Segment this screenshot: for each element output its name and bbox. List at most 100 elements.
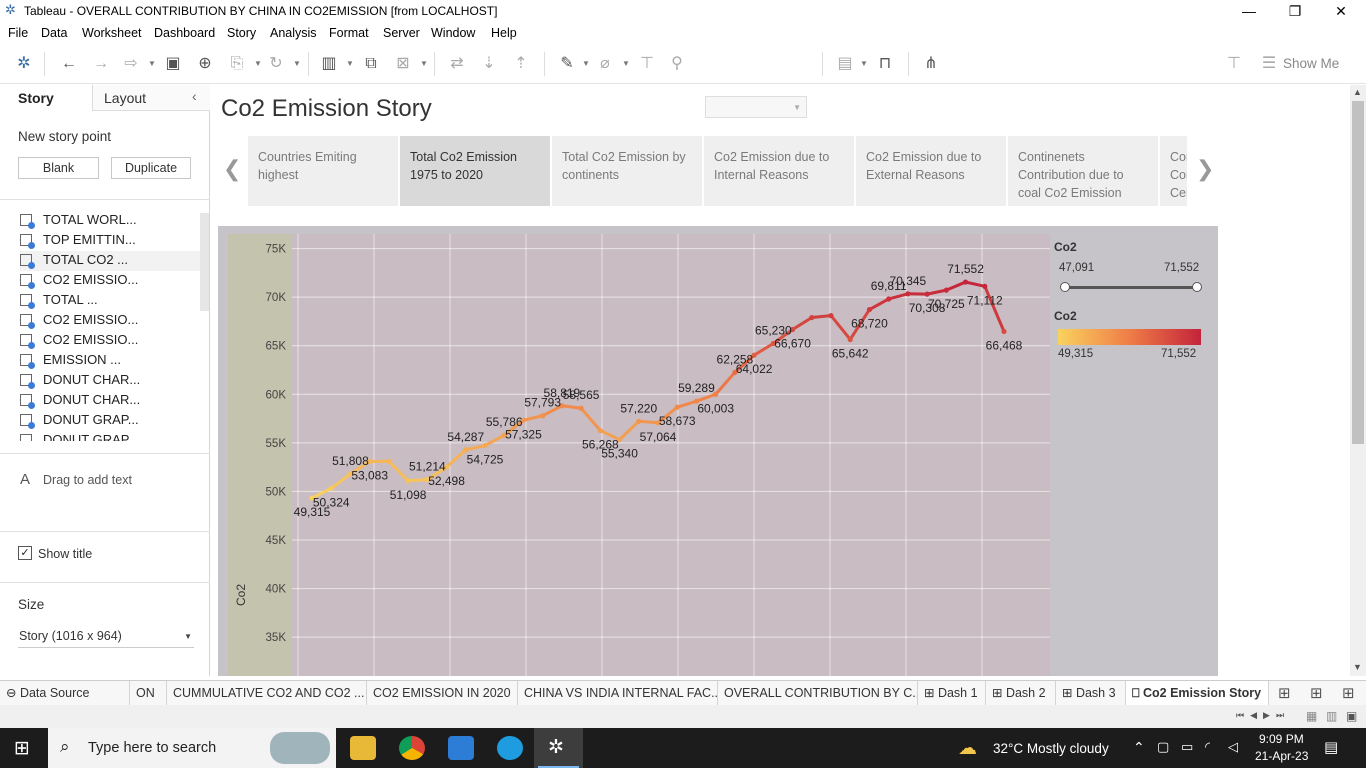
tab-overall-contribution[interactable]: OVERALL CONTRIBUTION BY C...: [718, 681, 918, 706]
taskbar-search-box[interactable]: ⌕ Type here to search: [48, 728, 336, 768]
meet-now-icon[interactable]: ▢: [1157, 739, 1170, 754]
story-point-6[interactable]: Continenets Contribution due to coal Co2…: [1008, 136, 1158, 206]
sheet-list-item[interactable]: DONUT CHAR...: [20, 391, 200, 411]
sort-ascending-icon[interactable]: ⇣: [482, 55, 496, 72]
data-point[interactable]: [367, 458, 373, 465]
data-point[interactable]: [540, 413, 546, 419]
sheet-list-item[interactable]: TOTAL WORL...: [20, 213, 200, 231]
drag-text-label[interactable]: Drag to add text: [43, 473, 132, 487]
tab-navigation-icon[interactable]: ⏮◀▶⏭: [1236, 710, 1291, 720]
data-point[interactable]: [943, 287, 949, 293]
show-tabs-icon[interactable]: ▣: [1346, 709, 1358, 723]
data-point[interactable]: [386, 458, 392, 464]
story-next-arrow-icon[interactable]: ❯: [1196, 156, 1215, 181]
replay-dropdown-icon[interactable]: ▼: [148, 59, 156, 68]
clear-sheet-icon[interactable]: ⊠: [396, 55, 410, 72]
battery-icon[interactable]: ▭: [1181, 739, 1194, 754]
new-worksheet-icon[interactable]: ▥: [321, 55, 337, 72]
menu-file[interactable]: File: [8, 26, 29, 40]
story-prev-arrow-icon[interactable]: ❮: [223, 156, 242, 181]
menu-story[interactable]: Story: [227, 26, 257, 40]
show-cards-icon[interactable]: ▤: [837, 55, 853, 72]
data-point[interactable]: [328, 485, 334, 491]
range-slider-max-handle[interactable]: [1192, 282, 1202, 292]
swap-icon[interactable]: ⇄: [450, 55, 464, 72]
story-point-3[interactable]: Total Co2 Emission by continents: [552, 136, 702, 206]
wifi-icon[interactable]: ◜: [1205, 739, 1211, 754]
data-point[interactable]: [1001, 328, 1007, 335]
data-point[interactable]: [578, 405, 584, 411]
data-point[interactable]: [982, 283, 988, 289]
tab-co2-emission-2020[interactable]: CO2 EMISSION IN 2020: [367, 681, 518, 706]
close-button[interactable]: ✕: [1335, 3, 1347, 19]
scroll-up-icon[interactable]: ▲: [1353, 87, 1362, 97]
new-sheet-dropdown-icon[interactable]: ▼: [346, 59, 354, 68]
data-point[interactable]: [847, 336, 853, 343]
tab-co2-emission-story[interactable]: ⎕ Co2 Emission Story: [1126, 681, 1269, 706]
range-slider-min-handle[interactable]: [1060, 282, 1070, 292]
edge-icon[interactable]: [497, 736, 523, 760]
scroll-down-icon[interactable]: ▼: [1353, 662, 1362, 672]
tab-layout[interactable]: Layout: [104, 90, 147, 106]
refresh-dropdown-icon[interactable]: ▼: [293, 59, 301, 68]
system-tray-chevron-icon[interactable]: ⌃: [1133, 739, 1145, 755]
save-icon[interactable]: ▣: [165, 55, 181, 72]
data-point[interactable]: [713, 391, 719, 397]
sort-descending-icon[interactable]: ⇡: [514, 55, 528, 72]
data-point[interactable]: [520, 417, 527, 423]
menu-server[interactable]: Server: [383, 26, 420, 40]
data-point[interactable]: [905, 291, 911, 297]
show-sheet-sorter-icon[interactable]: ▦: [1306, 709, 1318, 723]
tab-data-source[interactable]: ⊖ Data Source: [0, 681, 130, 706]
data-point[interactable]: [309, 495, 315, 501]
data-point[interactable]: [789, 326, 796, 333]
menu-analysis[interactable]: Analysis: [270, 26, 317, 40]
story-point-7[interactable]: Cor Cor Cer: [1160, 136, 1187, 206]
size-dropdown[interactable]: Story (1016 x 964) ▼: [18, 626, 194, 648]
cards-dropdown-icon[interactable]: ▼: [860, 59, 868, 68]
data-point[interactable]: [770, 340, 776, 347]
sheet-list-item[interactable]: TOTAL CO2 ...: [20, 251, 200, 271]
chrome-icon[interactable]: [399, 736, 425, 760]
notification-center-icon[interactable]: ▤: [1324, 739, 1339, 756]
new-worksheet-tab-icon[interactable]: ⊞: [1278, 685, 1291, 702]
minimize-button[interactable]: —: [1242, 3, 1256, 19]
show-title-checkbox[interactable]: ✓: [18, 546, 32, 560]
data-point[interactable]: [443, 464, 450, 470]
data-point[interactable]: [674, 404, 680, 410]
refresh-icon[interactable]: ↻: [269, 55, 283, 72]
restore-button[interactable]: ❐: [1288, 3, 1302, 19]
data-point[interactable]: [751, 352, 757, 358]
clock-time[interactable]: 9:09 PM: [1259, 732, 1304, 746]
collapse-pane-icon[interactable]: ‹: [192, 88, 197, 104]
menu-worksheet[interactable]: Worksheet: [82, 26, 142, 40]
new-data-source-icon[interactable]: ⊕: [198, 55, 212, 72]
format-painter-icon[interactable]: ⊤: [1227, 55, 1241, 72]
tab-on[interactable]: ON: [130, 681, 167, 706]
tab-story[interactable]: Story: [18, 90, 54, 106]
tableau-home-icon[interactable]: ✲: [17, 55, 31, 72]
data-point[interactable]: [693, 398, 700, 404]
data-point[interactable]: [924, 291, 930, 297]
new-story-tab-icon[interactable]: ⊞: [1342, 685, 1355, 702]
tab-china-vs-india[interactable]: CHINA VS INDIA INTERNAL FAC...: [518, 681, 718, 706]
fit-dropdown[interactable]: ▼: [705, 96, 807, 118]
vertical-scrollbar[interactable]: ▲ ▼: [1350, 85, 1366, 676]
tableau-taskbar-button[interactable]: ✲: [534, 728, 583, 768]
data-point[interactable]: [636, 418, 642, 424]
sheet-list-item[interactable]: DONUT CHAR...: [20, 371, 200, 391]
menu-dashboard[interactable]: Dashboard: [154, 26, 216, 40]
data-point[interactable]: [655, 420, 661, 426]
data-point[interactable]: [886, 296, 892, 302]
replay-icon[interactable]: ⇨: [124, 55, 138, 72]
show-filmstrip-icon[interactable]: ▥: [1326, 709, 1338, 723]
sheet-list-item[interactable]: DONUT GRAP...: [20, 411, 200, 431]
pin-icon[interactable]: ⚲: [671, 55, 683, 72]
windows-start-icon[interactable]: ⊞: [14, 738, 30, 759]
share-icon[interactable]: ⋔: [924, 55, 938, 72]
data-point[interactable]: [559, 403, 565, 409]
tab-dash-2[interactable]: ⊞ Dash 2: [986, 681, 1056, 706]
data-point[interactable]: [809, 314, 815, 321]
new-dashboard-tab-icon[interactable]: ⊞: [1310, 685, 1323, 702]
microsoft-store-icon[interactable]: [448, 736, 474, 760]
